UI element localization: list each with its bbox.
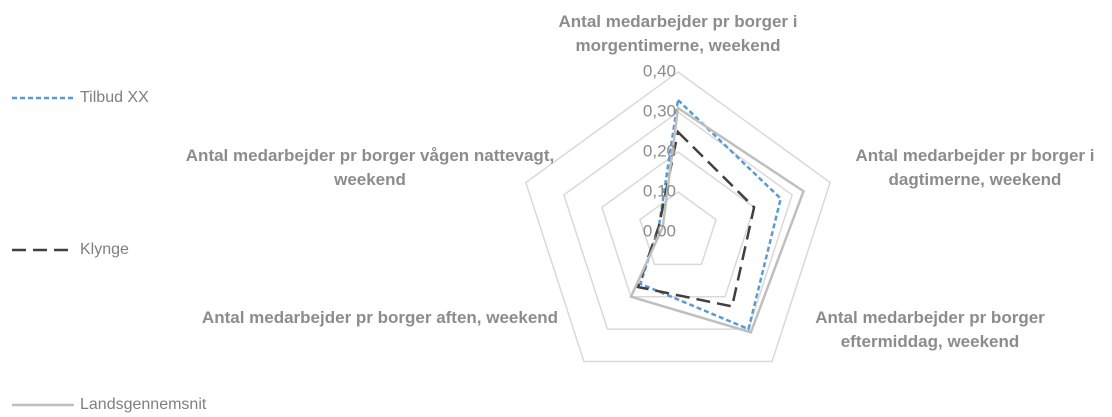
axis-label: Antal medarbejder pr borger aften, weeke… bbox=[201, 308, 559, 327]
axis-label: Antal medarbejder pr borger vågen nattev… bbox=[185, 146, 555, 189]
legend-label: Landsgennemsnit bbox=[80, 396, 207, 413]
axis-label: Antal medarbejder pr borger i dagtimerne… bbox=[855, 146, 1095, 189]
series-line bbox=[629, 105, 806, 334]
grid-ring bbox=[524, 71, 832, 363]
axis-label: Antal medarbejder pr borger i morgentime… bbox=[558, 12, 798, 55]
tick-label: 0,10 bbox=[643, 181, 676, 200]
axis-label: Antal medarbejder pr borger eftermiddag,… bbox=[815, 308, 1045, 351]
series-line bbox=[636, 129, 756, 308]
grid-ring bbox=[601, 151, 755, 298]
grid-ring bbox=[562, 111, 794, 330]
legend-label: Klynge bbox=[80, 241, 129, 258]
tick-label: 0,40 bbox=[643, 61, 676, 80]
tick-label: 0,30 bbox=[643, 101, 676, 120]
tick-label: 0,00 bbox=[643, 221, 676, 240]
grid-ring bbox=[639, 191, 717, 266]
tick-label: 0,20 bbox=[643, 141, 676, 160]
legend-label: Tilbud XX bbox=[80, 89, 149, 106]
